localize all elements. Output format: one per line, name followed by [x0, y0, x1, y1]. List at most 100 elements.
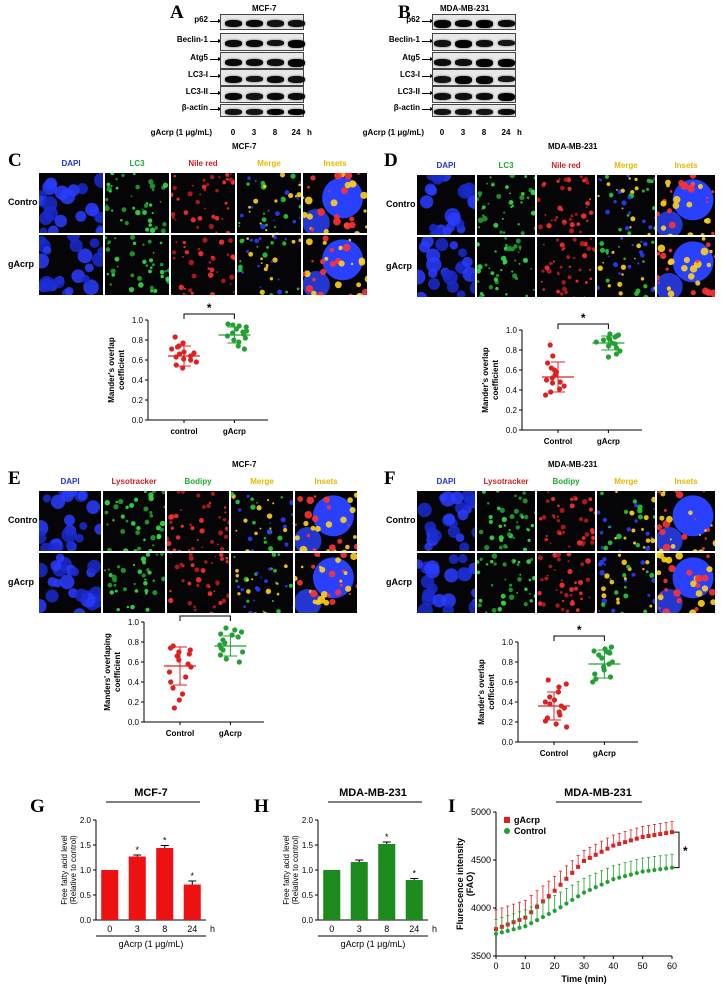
- cell-dot: [116, 265, 119, 268]
- puncta-dot: [706, 528, 711, 532]
- cell-dot: [491, 183, 494, 187]
- cell-dot: [292, 541, 293, 544]
- puncta-dot: [712, 539, 715, 547]
- puncta-dot: [360, 191, 367, 200]
- data-point-e: [170, 685, 176, 691]
- data-point-e: [236, 659, 242, 665]
- micro-tile-c: [236, 234, 302, 296]
- data-point-d: [613, 351, 620, 357]
- puncta-dot: [703, 218, 709, 223]
- cell-dot: [468, 600, 475, 613]
- wb-band: [267, 20, 284, 27]
- cell-dot: [260, 257, 263, 261]
- data-point-f: [542, 718, 549, 724]
- cell-dot: [627, 195, 632, 200]
- data-point-f: [590, 679, 596, 685]
- cell-dot: [176, 197, 180, 201]
- wb-strip-b: [432, 52, 516, 69]
- cell-dot: [218, 600, 223, 606]
- cell-dot: [620, 611, 624, 613]
- cell-dot: [601, 586, 606, 592]
- cell-dot: [582, 178, 586, 183]
- cell-dot: [249, 238, 253, 242]
- micro-tile-c: [38, 172, 104, 234]
- cell-dot: [216, 271, 219, 273]
- data-point-e: [188, 664, 194, 670]
- cell-dot: [252, 520, 256, 525]
- micro-tile-c: [104, 234, 170, 296]
- bar-y-label-g: Free fatty acid level(Relative to contro…: [60, 835, 78, 905]
- cell-dot: [608, 192, 614, 198]
- wb-strip-a: [220, 69, 305, 86]
- puncta-dot: [657, 491, 662, 494]
- cell-dot: [66, 235, 81, 242]
- cell-dot: [166, 280, 169, 284]
- puncta-dot: [342, 243, 351, 252]
- puncta-dot: [700, 233, 705, 235]
- cell-dot: [645, 531, 650, 536]
- cell-dot: [448, 554, 459, 565]
- cell-dot: [253, 612, 258, 613]
- cell-dot: [584, 518, 589, 523]
- cell-dot: [637, 508, 643, 514]
- cell-dot: [488, 514, 493, 520]
- cell-dot: [444, 568, 459, 583]
- cell-dot: [493, 562, 497, 566]
- micro-image: [597, 553, 655, 613]
- cell-dot: [283, 564, 288, 569]
- puncta-dot: [312, 277, 316, 282]
- cell-dot: [201, 184, 207, 190]
- cell-dot: [130, 273, 135, 278]
- cell-dot: [631, 528, 636, 533]
- cell-dot: [553, 516, 556, 519]
- data-point-e: [232, 627, 238, 633]
- cell-dot: [39, 235, 47, 246]
- cell-dot: [645, 538, 651, 543]
- cell-dot: [642, 546, 646, 549]
- puncta-dot: [297, 579, 303, 586]
- micro-column-label-f: Merge: [614, 477, 638, 486]
- cell-dot: [576, 222, 581, 227]
- cell-dot: [174, 564, 180, 570]
- cell-dot: [253, 599, 255, 602]
- micro-image: [104, 553, 165, 613]
- wb-band: [288, 58, 305, 67]
- cell-dot: [488, 612, 491, 613]
- cell-dot: [559, 507, 565, 513]
- wb-strip-b: [432, 86, 516, 103]
- cell-dot: [130, 521, 136, 526]
- cell-dot: [126, 605, 130, 609]
- cell-dot: [642, 219, 646, 224]
- legend-marker-i: [504, 828, 510, 834]
- puncta-dot: [706, 554, 710, 558]
- cell-dot: [298, 217, 301, 219]
- line-point-i: [646, 834, 651, 838]
- puncta-dot: [339, 583, 343, 588]
- wb-protein-label-b: Atg5: [402, 53, 420, 62]
- cell-dot: [566, 255, 571, 260]
- wb-band: [498, 92, 515, 101]
- cell-dot: [61, 526, 78, 543]
- micro-tile-e: [166, 490, 230, 552]
- cell-dot: [551, 497, 556, 502]
- bar-star-h: *: [412, 869, 416, 879]
- cell-dot: [260, 180, 266, 186]
- cell-dot: [280, 496, 284, 499]
- puncta-dot: [341, 187, 348, 195]
- cell-dot: [260, 262, 263, 265]
- cell-dot: [561, 280, 566, 285]
- cell-dot: [432, 593, 447, 608]
- wb-arrow-a: [210, 38, 222, 43]
- puncta-dot: [705, 242, 711, 248]
- cell-dot: [59, 574, 75, 590]
- wb-band: [455, 108, 472, 115]
- cell-dot: [616, 533, 622, 540]
- line-point-i: [558, 882, 563, 887]
- cell-dot: [629, 510, 635, 516]
- cell-dot: [588, 198, 592, 201]
- bar-g: [101, 870, 119, 920]
- cell-dot: [172, 250, 176, 255]
- cell-dot: [104, 500, 110, 506]
- cell-dot: [489, 535, 495, 541]
